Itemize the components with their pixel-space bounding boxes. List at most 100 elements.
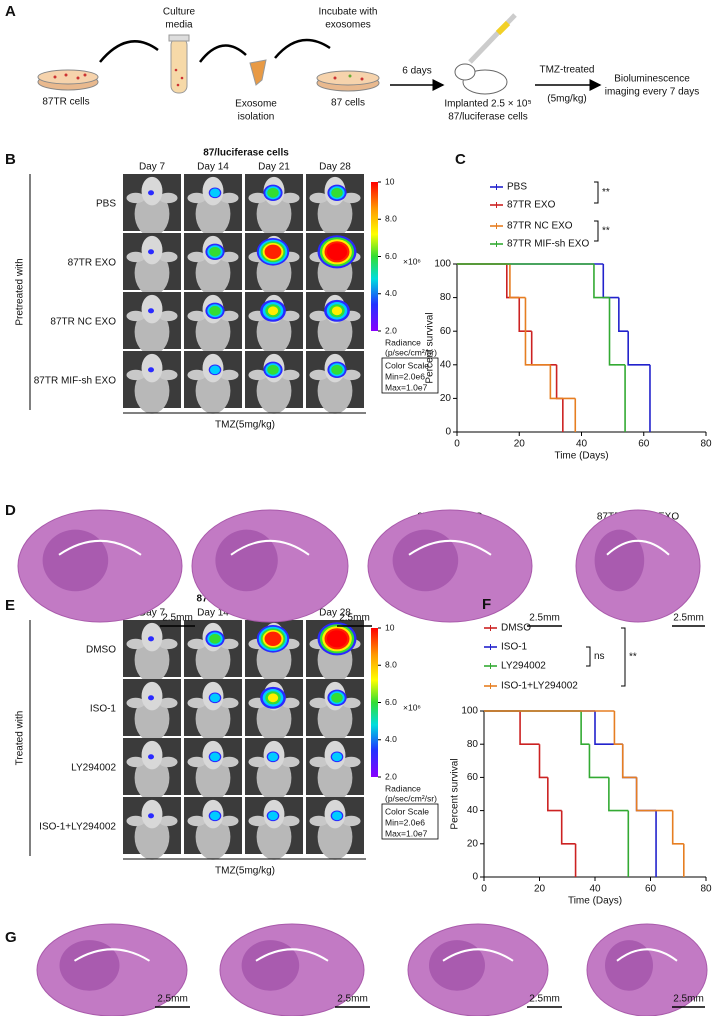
column-label: Day 28 xyxy=(319,162,351,173)
scale-box-text: Color Scale xyxy=(385,806,429,816)
mouse-ear xyxy=(280,697,300,709)
schematic xyxy=(37,13,602,95)
colorbar-tick-label: 10 xyxy=(385,176,395,186)
y-tick-label: 100 xyxy=(461,706,478,717)
mouse-ear xyxy=(280,756,300,768)
x-tick-label: 0 xyxy=(481,884,487,895)
mouse-body xyxy=(256,696,292,742)
row-label: LY294002 xyxy=(71,763,116,774)
row-label: 87TR NC EXO xyxy=(50,317,116,328)
y-axis-title: Percent survival xyxy=(425,312,436,383)
ventricle xyxy=(616,948,678,962)
mouse-ear xyxy=(309,310,329,322)
mouse-ear xyxy=(219,310,239,322)
mouse-ear xyxy=(126,697,146,709)
survival-step xyxy=(635,777,673,812)
mouse-body xyxy=(256,191,292,237)
colorbar-multiplier: ×10⁶ xyxy=(403,702,421,712)
legend-label: DMSO xyxy=(501,623,531,634)
mouse-ear xyxy=(248,369,268,381)
colorbar-tick-label: 6.0 xyxy=(385,697,397,707)
mouse-ear xyxy=(219,756,239,768)
scale-box xyxy=(381,357,439,394)
treatment-label: TMZ(5mg/kg) xyxy=(215,420,275,431)
x-tick-label: 20 xyxy=(534,884,546,895)
signal xyxy=(209,811,221,821)
signal xyxy=(264,631,282,646)
mouse-body xyxy=(317,368,353,414)
brain-region xyxy=(215,529,278,592)
panel-title: 87/luciferase cells xyxy=(203,148,289,159)
signal xyxy=(148,754,154,760)
survival-step xyxy=(580,711,590,745)
signal xyxy=(267,306,279,316)
signal xyxy=(326,243,348,261)
x-tick-label: 40 xyxy=(589,884,601,895)
scale-bar-label: 2.5mm xyxy=(673,994,704,1005)
scale-box xyxy=(381,803,439,840)
scale-bar-label: 2.5mm xyxy=(157,994,188,1005)
survival-step xyxy=(509,264,526,299)
signal xyxy=(148,249,154,255)
column-label: Day 14 xyxy=(197,608,229,619)
x-tick-label: 40 xyxy=(576,439,588,450)
mouse-body xyxy=(317,696,353,742)
significance-label: ** xyxy=(602,226,610,237)
signal xyxy=(209,633,221,644)
signal xyxy=(209,305,221,316)
colorbar-tick-label: 10 xyxy=(385,622,395,632)
step-label: Implanted 2.5 × 10⁵ xyxy=(444,99,531,110)
mouse-ear xyxy=(341,192,361,204)
panel-label: F xyxy=(482,596,491,613)
significance-bracket xyxy=(594,181,599,204)
scale-bar-label: 2.5mm xyxy=(529,994,560,1005)
x-tick-label: 60 xyxy=(645,884,657,895)
mouse-body xyxy=(134,309,170,355)
scale-bar-label: 2.5mm xyxy=(673,613,704,624)
mouse-ear xyxy=(126,815,146,827)
survival-step xyxy=(671,810,684,845)
treatment-label: TMZ(5mg/kg) xyxy=(215,866,275,877)
y-tick-label: 40 xyxy=(440,359,452,370)
mouse-body xyxy=(195,814,231,860)
signal xyxy=(209,365,221,375)
signal xyxy=(331,306,343,316)
row-label: ISO-1 xyxy=(90,704,117,715)
mouse-body xyxy=(256,755,292,801)
mouse-ear xyxy=(126,638,146,650)
signal xyxy=(331,692,343,703)
signal xyxy=(267,364,279,375)
row-label: ISO-1+LY294002 xyxy=(39,822,116,833)
mouse-body xyxy=(195,309,231,355)
mouse-ear xyxy=(219,697,239,709)
signal xyxy=(267,811,279,821)
brain-region xyxy=(429,940,485,991)
mouse-ear xyxy=(341,369,361,381)
mouse-ear xyxy=(126,369,146,381)
survival-step xyxy=(613,711,623,745)
ventricle xyxy=(73,948,151,962)
mouse-body xyxy=(134,637,170,683)
colorbar-tick-label: 6.0 xyxy=(385,251,397,261)
brain-region xyxy=(241,940,300,991)
brain-region xyxy=(594,529,645,592)
mouse-body xyxy=(134,191,170,237)
signal xyxy=(264,244,282,259)
legend-label: LY294002 xyxy=(501,661,546,672)
step-label: exosomes xyxy=(325,20,371,31)
survival-step xyxy=(588,744,609,779)
x-tick-label: 80 xyxy=(700,884,712,895)
mouse-ear xyxy=(126,251,146,263)
mouse-ear xyxy=(219,369,239,381)
x-axis-title: Time (Days) xyxy=(554,451,608,462)
signal xyxy=(209,246,221,257)
scale-bar-label: 2.5mm xyxy=(529,613,560,624)
mouse-body xyxy=(134,755,170,801)
ventricle xyxy=(230,539,310,556)
mouse-ear xyxy=(187,815,207,827)
colorbar xyxy=(371,182,378,331)
mouse-ear xyxy=(219,815,239,827)
mouse-body xyxy=(134,696,170,742)
significance-bracket xyxy=(586,646,591,667)
mouse-body xyxy=(256,309,292,355)
